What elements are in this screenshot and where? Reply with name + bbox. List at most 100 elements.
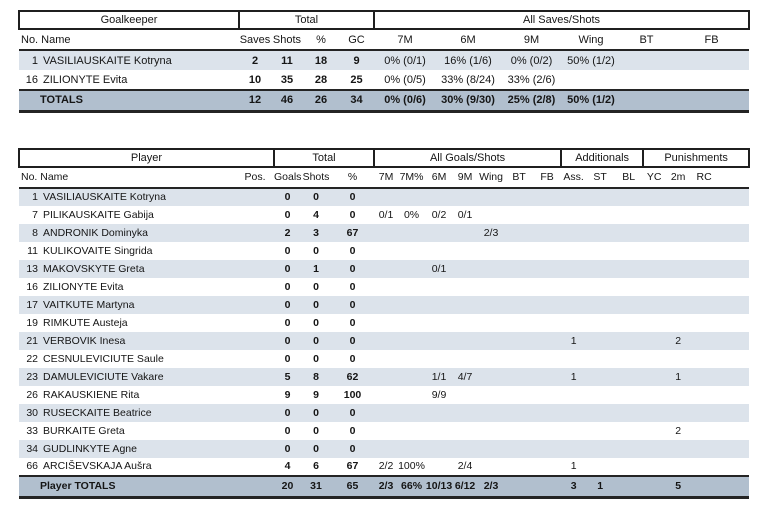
stat-cell: 5 bbox=[665, 474, 692, 499]
stat-cell bbox=[561, 440, 586, 458]
stat-cell: 2/4 bbox=[457, 460, 473, 472]
stat-cell bbox=[614, 440, 643, 458]
stat-cell bbox=[665, 314, 691, 332]
stat-cell bbox=[665, 188, 691, 206]
player-name: RIMKUTE Austeja bbox=[43, 316, 128, 329]
column-header: 9M bbox=[500, 29, 563, 51]
stat-cell bbox=[533, 260, 561, 278]
column-header: Goals bbox=[274, 166, 301, 189]
group-header-row: Player Total All Goals/Shots Additionals Pun… bbox=[18, 147, 751, 168]
stat-cell bbox=[614, 422, 643, 440]
stat-cell: 0 bbox=[284, 262, 291, 275]
stat-cell: 0/1 bbox=[431, 262, 447, 275]
stat-cell: 0 bbox=[313, 334, 319, 347]
stat-cell bbox=[505, 350, 533, 368]
player-name-cell: 16 ZILIONYTE Evita bbox=[19, 70, 239, 90]
stat-cell bbox=[586, 332, 614, 350]
stat-cell bbox=[505, 188, 533, 206]
stat-cell: 0 bbox=[313, 280, 319, 293]
stat-cell bbox=[643, 386, 665, 404]
stat-cell bbox=[665, 350, 691, 368]
stat-cell: 10 bbox=[248, 73, 262, 86]
player-name-cell: 1 VASILIAUSKAITE Kotryna bbox=[19, 188, 236, 206]
stat-cell: 0 bbox=[284, 280, 291, 293]
stat-cell bbox=[505, 314, 533, 332]
stat-cell: 2 bbox=[284, 226, 291, 239]
player-name-cell: 21 VERBOVIK Inesa bbox=[19, 332, 236, 350]
column-header-row: No. Name Saves Shots% GC 7M 6M 9M Wing BT FB bbox=[19, 29, 750, 51]
stat-cell bbox=[691, 260, 749, 278]
player-name: PILIKAUSKAITE Gabija bbox=[43, 208, 154, 221]
stat-cell bbox=[691, 278, 749, 296]
stat-cell: 2/3 bbox=[483, 226, 499, 239]
stat-cell bbox=[643, 422, 665, 440]
stat-cell bbox=[425, 224, 453, 242]
stat-cell bbox=[505, 278, 533, 296]
stat-cell: 0 bbox=[284, 316, 291, 329]
stat-cell: 1/1 bbox=[431, 370, 447, 383]
column-header: % bbox=[303, 29, 339, 51]
stat-cell bbox=[398, 386, 425, 404]
stat-cell bbox=[561, 242, 586, 260]
player-name: ARCIŠEVSKAJA Aušra bbox=[43, 460, 152, 472]
stat-cell bbox=[505, 458, 533, 476]
stat-cell bbox=[614, 296, 643, 314]
stat-cell: 0 bbox=[349, 406, 356, 419]
stat-cell bbox=[425, 458, 453, 476]
stat-cell: 2/3 bbox=[374, 474, 399, 499]
player-name-cell: 7 PILIKAUSKAITE Gabija bbox=[19, 206, 236, 224]
stat-cell: 25% (2/8) bbox=[500, 89, 563, 113]
player-name: KULIKOVAITE Singrida bbox=[43, 244, 153, 257]
table-row: 13 MAKOVSKYTE Greta 0 1 0 0/1 bbox=[19, 259, 750, 278]
stat-cell bbox=[614, 260, 643, 278]
stat-cell: 9 bbox=[284, 388, 291, 401]
stat-cell bbox=[477, 314, 505, 332]
stat-cell bbox=[453, 260, 477, 278]
stat-cell bbox=[643, 224, 665, 242]
stat-cell: 16% (1/6) bbox=[444, 54, 492, 67]
player-name: DAMULEVICIUTE Vakare bbox=[43, 370, 164, 383]
stat-cell bbox=[586, 386, 614, 404]
match-statistics-sheet: Goalkeeper Total All Saves/Shots No. Name S… bbox=[18, 10, 751, 499]
stat-cell bbox=[533, 474, 562, 499]
player-name: RAKAUSKIENE Rita bbox=[43, 388, 140, 401]
player-name-cell: 23 DAMULEVICIUTE Vakare bbox=[19, 368, 236, 386]
player-number: 1 bbox=[31, 54, 38, 67]
player-name-cell: 8 ANDRONIK Dominyka bbox=[19, 224, 236, 242]
player-number: 8 bbox=[32, 226, 38, 239]
column-header: No. Name bbox=[19, 29, 239, 51]
player-name: BURKAITE Greta bbox=[43, 424, 125, 437]
stat-cell bbox=[691, 206, 749, 224]
stat-cell bbox=[453, 350, 477, 368]
table-row: 7 PILIKAUSKAITE Gabija 0 4 0 0/1 0% 0/2 0/1 bbox=[19, 206, 749, 224]
stat-cell bbox=[236, 368, 274, 386]
stat-cell bbox=[425, 422, 453, 440]
stat-cell bbox=[505, 332, 533, 350]
stat-cell bbox=[477, 332, 505, 350]
player-name-cell: 30 RUSECKAITE Beatrice bbox=[19, 404, 236, 422]
stat-cell bbox=[561, 386, 586, 404]
stat-cell bbox=[236, 458, 274, 476]
group-header: Total bbox=[272, 147, 376, 168]
stat-cell bbox=[691, 224, 749, 242]
stat-cell: 8 bbox=[313, 370, 319, 383]
stat-cell bbox=[586, 368, 614, 386]
stat-cell: 11 bbox=[281, 54, 293, 67]
stat-cell bbox=[665, 440, 691, 458]
stat-cell: 0 bbox=[349, 298, 356, 311]
column-header: Shots bbox=[301, 166, 331, 189]
stat-cell bbox=[561, 350, 586, 368]
stat-cell bbox=[374, 278, 398, 296]
column-header: ST bbox=[586, 166, 615, 189]
stat-cell bbox=[398, 440, 425, 458]
stat-cell: 9 bbox=[313, 388, 319, 401]
stat-cell bbox=[643, 278, 665, 296]
stat-cell bbox=[691, 314, 749, 332]
stat-cell: 0 bbox=[284, 334, 291, 347]
stat-cell: 0 bbox=[349, 334, 356, 347]
player-name-cell: 16 ZILIONYTE Evita bbox=[19, 278, 236, 296]
column-header: Ass. bbox=[561, 166, 587, 189]
stat-cell: 0 bbox=[349, 280, 356, 293]
stat-cell bbox=[691, 332, 749, 350]
stat-cell: 0/1 bbox=[457, 208, 473, 221]
